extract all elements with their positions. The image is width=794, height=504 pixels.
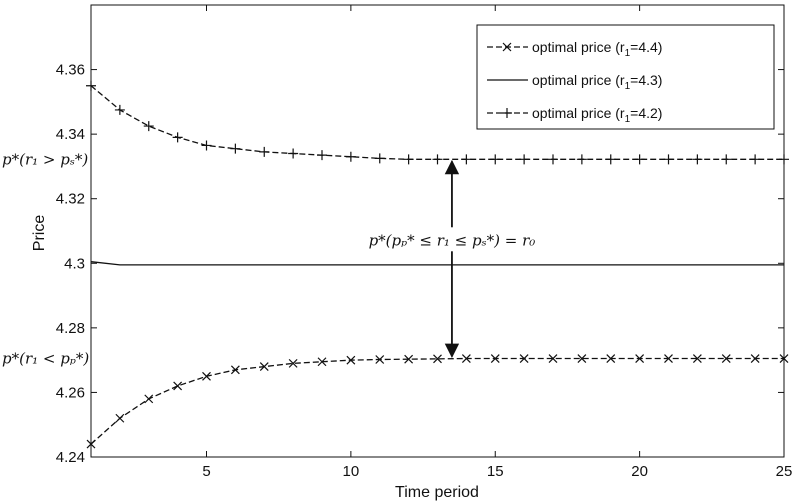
x-marker <box>461 354 471 363</box>
x-marker <box>502 42 512 52</box>
lower-bound-label: p*(r₁ < pₚ*) <box>2 350 89 368</box>
x-marker <box>490 354 500 363</box>
x-tick-label: 15 <box>487 463 504 480</box>
plus-marker <box>345 151 356 162</box>
x-marker <box>548 354 558 363</box>
x-marker <box>173 381 183 391</box>
x-marker <box>346 355 356 365</box>
middle-label-background <box>357 227 546 252</box>
plus-marker <box>750 154 761 165</box>
x-marker <box>750 354 760 363</box>
plus-marker <box>634 154 645 165</box>
y-tick-label: 4.26 <box>56 384 85 401</box>
legend-entry-label: optimal price (r1=4.4) <box>532 39 662 59</box>
plus-marker <box>143 121 154 132</box>
x-marker <box>288 358 298 368</box>
plus-marker <box>519 154 530 165</box>
y-tick-label: 4.3 <box>64 255 85 272</box>
x-marker <box>721 354 731 363</box>
y-axis-label: Price <box>31 215 48 252</box>
plus-marker <box>605 154 616 165</box>
plus-marker <box>461 154 472 165</box>
y-tick-label: 4.24 <box>56 449 85 466</box>
y-tick-label: 4.36 <box>56 62 85 79</box>
x-marker <box>375 355 385 364</box>
x-tick-label: 20 <box>631 463 648 480</box>
middle-range-label: p*(pₚ* ≤ r₁ ≤ pₛ*) = r₀ <box>369 231 536 249</box>
plus-marker <box>288 148 299 159</box>
plus-marker <box>86 80 96 91</box>
x-tick-label: 5 <box>202 463 210 480</box>
series-line-group <box>86 80 789 165</box>
plus-marker <box>317 150 327 161</box>
plus-marker <box>172 132 183 143</box>
x-marker <box>635 354 645 363</box>
x-marker <box>606 354 616 363</box>
plus-marker <box>114 104 125 115</box>
axis-ticks: 5 10 15 20 25 4.24 4.26 4.28 4.3 4.32 4.34 4.36 <box>56 5 793 480</box>
series-line-group <box>90 261 784 266</box>
plus-marker <box>576 154 587 165</box>
plus-marker <box>432 154 443 165</box>
x-marker <box>259 362 269 372</box>
x-tick-label: 10 <box>343 463 360 480</box>
plus-marker <box>779 154 789 165</box>
plus-marker <box>721 154 732 165</box>
plus-marker <box>259 146 270 157</box>
y-tick-label: 4.28 <box>56 320 85 337</box>
plus-marker <box>201 140 212 151</box>
plus-marker <box>403 154 414 165</box>
x-axis-label: Time period <box>395 484 479 501</box>
series-group <box>86 80 789 449</box>
x-marker <box>404 354 414 364</box>
y-tick-label: 4.32 <box>56 191 85 208</box>
upper-bound-label: p*(r₁ > pₛ*) <box>2 150 88 168</box>
x-marker <box>115 413 125 423</box>
x-marker <box>433 354 442 364</box>
plus-marker <box>490 154 501 165</box>
legend: optimal price (r1=4.4) optimal price (r1=… <box>476 24 775 130</box>
plus-marker <box>548 154 558 165</box>
x-marker <box>317 357 327 367</box>
legend-entry-label: optimal price (r1=4.2) <box>532 105 662 125</box>
plus-marker <box>374 153 385 164</box>
x-marker <box>779 354 789 363</box>
plus-marker <box>502 108 512 118</box>
legend-box <box>476 24 775 130</box>
x-marker <box>664 354 673 363</box>
x-marker <box>692 354 702 363</box>
x-marker <box>86 439 96 449</box>
x-marker <box>519 354 529 363</box>
series-line-group <box>86 354 789 449</box>
x-marker <box>202 371 211 381</box>
y-tick-label: 4.34 <box>56 126 85 143</box>
x-tick-label: 25 <box>776 463 793 480</box>
legend-entry-label: optimal price (r1=4.3) <box>532 72 662 92</box>
x-marker <box>144 394 154 404</box>
x-marker <box>577 354 587 363</box>
plus-marker <box>663 154 674 165</box>
series-line <box>90 261 784 266</box>
plus-marker <box>230 143 241 154</box>
x-marker <box>230 365 240 375</box>
plus-marker <box>692 154 703 165</box>
annotations: p*(r₁ > pₛ*) p*(r₁ < pₚ*) p*(pₚ* ≤ r₁ ≤ pₛ… <box>2 150 546 368</box>
